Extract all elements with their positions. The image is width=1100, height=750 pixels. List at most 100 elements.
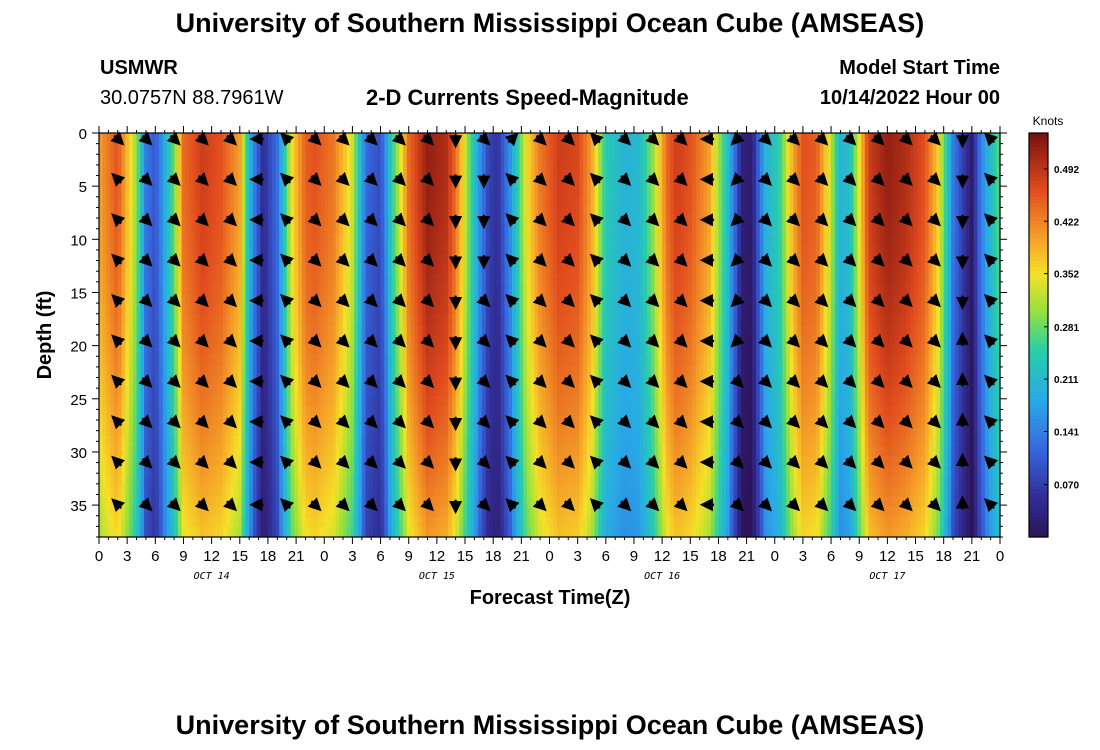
heatmap-cell: [297, 213, 303, 225]
heatmap-cell: [192, 335, 198, 346]
heatmap-cell: [132, 476, 138, 488]
heatmap-cell: [121, 284, 126, 296]
heatmap-cell: [132, 304, 138, 316]
heatmap-cell: [339, 203, 344, 215]
heatmap-cell: [174, 234, 179, 245]
heatmap-cell: [459, 244, 464, 255]
heatmap-cell: [553, 425, 558, 437]
heatmap-cell: [470, 436, 476, 447]
heatmap-cell: [267, 254, 273, 265]
heatmap-cell: [331, 193, 337, 205]
heatmap-cell: [129, 385, 134, 397]
heatmap-cell: [478, 526, 483, 538]
heatmap-cell: [376, 456, 382, 467]
heatmap-cell: [181, 415, 186, 427]
heatmap-cell: [418, 395, 423, 407]
heatmap-cell: [553, 496, 558, 508]
heatmap-cell: [324, 173, 329, 185]
heatmap-cell: [391, 324, 397, 336]
heatmap-cell: [99, 476, 104, 488]
heatmap-cell: [207, 304, 213, 316]
heatmap-cell: [493, 203, 498, 215]
heatmap-cell: [553, 335, 558, 346]
heatmap-cell: [391, 466, 397, 477]
heatmap-cell: [211, 163, 216, 174]
heatmap-cell: [478, 506, 483, 518]
heatmap-cell: [290, 355, 295, 366]
heatmap-cell: [215, 244, 220, 255]
heatmap-cell: [358, 213, 363, 225]
heatmap-cell: [324, 506, 329, 518]
heatmap-cell: [354, 385, 359, 397]
heatmap-cell: [166, 143, 171, 154]
heatmap-cell: [215, 456, 220, 467]
heatmap-cell: [256, 264, 262, 275]
heatmap-cell: [196, 324, 201, 336]
heatmap-cell: [237, 143, 243, 154]
heatmap-cell: [429, 153, 434, 164]
heatmap-cell: [365, 385, 370, 397]
heatmap-cell: [508, 314, 513, 326]
heatmap-cell: [282, 314, 288, 326]
heatmap-cell: [219, 456, 224, 467]
heatmap-cell: [260, 365, 265, 376]
heatmap-cell: [192, 294, 198, 306]
heatmap-cell: [316, 365, 322, 376]
heatmap-cell: [219, 173, 224, 185]
heatmap-cell: [256, 395, 262, 407]
heatmap-cell: [549, 213, 554, 225]
heatmap-cell: [515, 324, 521, 336]
heatmap-cell: [410, 274, 415, 286]
heatmap-cell: [399, 355, 404, 366]
heatmap-cell: [196, 486, 201, 498]
heatmap-cell: [410, 284, 415, 296]
heatmap-cell: [305, 496, 310, 508]
heatmap-cell: [448, 324, 453, 336]
heatmap-cell: [369, 446, 374, 457]
heatmap-cell: [403, 526, 408, 538]
heatmap-cell: [102, 355, 108, 366]
heatmap-cell: [489, 304, 494, 316]
heatmap-cell: [245, 324, 250, 336]
heatmap-cell: [560, 254, 566, 265]
heatmap-cell: [260, 446, 265, 457]
heatmap-cell: [200, 345, 205, 356]
heatmap-cell: [474, 375, 479, 387]
heatmap-cell: [369, 163, 374, 174]
heatmap-cell: [320, 385, 325, 397]
heatmap-cell: [189, 506, 194, 518]
heatmap-cell: [189, 163, 194, 174]
heatmap-cell: [451, 183, 457, 195]
heatmap-cell: [102, 274, 108, 286]
heatmap-cell: [331, 133, 337, 144]
heatmap-cell: [515, 193, 521, 205]
heatmap-cell: [312, 365, 318, 376]
heatmap-cell: [564, 163, 569, 174]
heatmap-cell: [110, 476, 115, 488]
heatmap-cell: [493, 324, 498, 336]
heatmap-cell: [264, 476, 269, 488]
heatmap-cell: [485, 506, 491, 518]
heatmap-cell: [470, 355, 476, 366]
heatmap-cell: [478, 425, 483, 437]
heatmap-cell: [230, 193, 235, 205]
heatmap-cell: [151, 223, 156, 235]
heatmap-cell: [395, 425, 400, 437]
heatmap-cell: [102, 213, 108, 225]
heatmap-cell: [440, 213, 445, 225]
heatmap-cell: [241, 405, 247, 417]
heatmap-cell: [129, 506, 134, 518]
heatmap-cell: [530, 415, 536, 427]
heatmap-cell: [463, 496, 468, 508]
heatmap-cell: [493, 193, 498, 205]
heatmap-cell: [350, 486, 355, 498]
heatmap-cell: [174, 355, 179, 366]
heatmap-cell: [350, 153, 355, 164]
heatmap-cell: [125, 345, 130, 356]
heatmap-cell: [403, 143, 408, 154]
heatmap-cell: [414, 456, 419, 467]
heatmap-cell: [549, 223, 554, 235]
heatmap-cell: [181, 375, 186, 387]
heatmap-cell: [399, 476, 404, 488]
heatmap-cell: [162, 486, 168, 498]
